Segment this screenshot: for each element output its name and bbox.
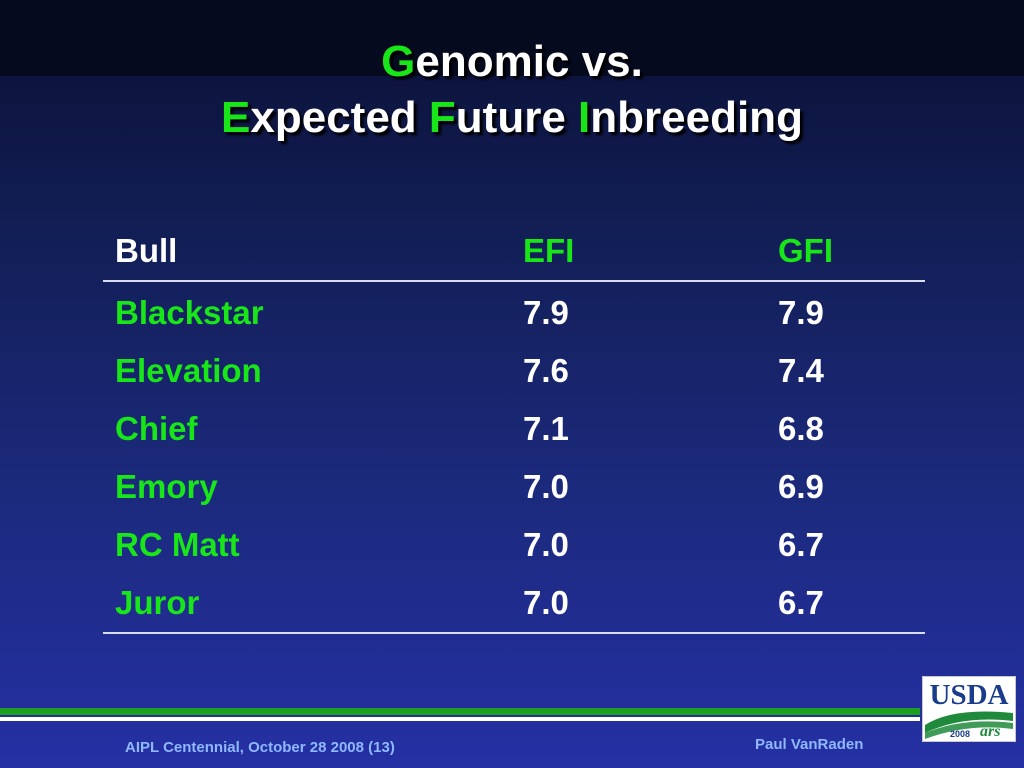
efi-value: 7.6 [523, 352, 569, 389]
table-row: Elevation 7.6 7.4 [103, 342, 925, 400]
ars-logo-text: ars [980, 723, 1000, 740]
bull-name: Chief [115, 410, 198, 447]
table-row: Juror 7.0 6.7 [103, 574, 925, 633]
bull-name: RC Matt [115, 526, 240, 563]
title-text-inbreeding: nbreeding [590, 93, 803, 142]
header-efi: EFI [523, 232, 575, 269]
footer-green-rule [0, 708, 920, 715]
header-gfi: GFI [778, 232, 833, 269]
bull-name: Emory [115, 468, 218, 505]
title-initial-g: G [381, 37, 416, 86]
footer-event-label: AIPL Centennial, October 28 2008 (13) [125, 739, 395, 756]
title-initial-i: I [578, 93, 591, 142]
title-text-expected: xpected [250, 93, 429, 142]
gfi-value: 7.9 [778, 294, 824, 331]
inbreeding-table: Bull EFI GFI Blackstar 7.9 7.9 Elevation… [103, 222, 925, 634]
table-row: Blackstar 7.9 7.9 [103, 281, 925, 342]
title-initial-f: F [428, 93, 456, 142]
table-header-row: Bull EFI GFI [103, 222, 925, 281]
gfi-value: 6.9 [778, 468, 824, 505]
efi-value: 7.9 [523, 294, 569, 331]
efi-value: 7.0 [523, 584, 569, 621]
usda-logo-swoosh-lower [925, 721, 1013, 739]
title-line-2: Expected Future Inbreeding [0, 90, 1024, 146]
bull-name: Juror [115, 584, 200, 621]
gfi-value: 6.8 [778, 410, 824, 447]
table-row: RC Matt 7.0 6.7 [103, 516, 925, 574]
usda-logo-swoosh [925, 711, 1013, 733]
efi-value: 7.0 [523, 468, 569, 505]
title-initial-e: E [221, 93, 251, 142]
header-bull: Bull [115, 232, 178, 269]
title-text-genomic: enomic vs. [415, 37, 643, 86]
table-row: Emory 7.0 6.9 [103, 458, 925, 516]
title-line-1: Genomic vs. [0, 34, 1024, 90]
table-row: Chief 7.1 6.8 [103, 400, 925, 458]
slide-title: Genomic vs. Expected Future Inbreeding [0, 34, 1024, 146]
efi-value: 7.1 [523, 410, 569, 447]
gfi-value: 6.7 [778, 584, 824, 621]
footer-white-rule [0, 717, 920, 721]
usda-logo-graphic: USDA 2008 ars [925, 679, 1013, 740]
gfi-value: 6.7 [778, 526, 824, 563]
efi-value: 7.0 [523, 526, 569, 563]
bull-name: Elevation [115, 352, 262, 389]
bull-name: Blackstar [115, 294, 264, 331]
usda-logo-year: 2008 [950, 729, 970, 739]
gfi-value: 7.4 [778, 352, 824, 389]
title-band [0, 0, 1024, 76]
usda-logo-text: USDA [930, 679, 1009, 711]
title-text-future: uture [455, 93, 579, 142]
footer-author-label: Paul VanRaden [755, 736, 864, 753]
usda-logo-icon: USDA 2008 ars [922, 676, 1016, 742]
